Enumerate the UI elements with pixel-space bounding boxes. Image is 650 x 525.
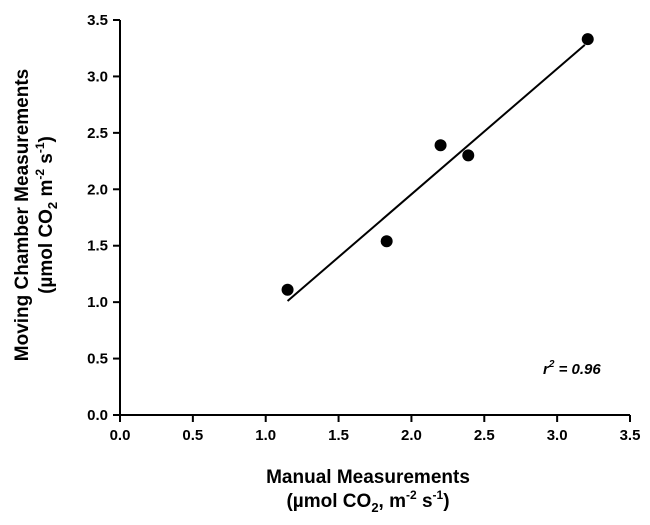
regression-line: [286, 44, 586, 302]
data-point: [380, 235, 393, 248]
y-tick-label: 1.0: [87, 294, 108, 311]
y-tick-label: 3.5: [87, 12, 108, 29]
y-tick-label: 2.0: [87, 181, 108, 198]
data-point: [281, 283, 294, 296]
y-tick-label: 1.5: [87, 238, 108, 255]
y-axis-title: Moving Chamber Measurements: [12, 69, 33, 361]
r-squared-annotation: r2 = 0.96: [543, 359, 601, 378]
regression-line-group: [286, 44, 586, 302]
data-point: [462, 149, 475, 162]
x-tick-label: 2.5: [474, 427, 495, 444]
x-tick-label: 2.0: [401, 427, 422, 444]
y-tick-label: 3.0: [87, 68, 108, 85]
data-points: [281, 33, 594, 296]
y-tick-labels: 0.0 0.5 1.0 1.5 2.0 2.5 3.0 3.5: [87, 12, 108, 424]
x-tick-label: 0.0: [110, 427, 131, 444]
x-tick-label: 3.0: [547, 427, 568, 444]
y-tick-label: 0.0: [87, 407, 108, 424]
y-tick-label: 2.5: [87, 125, 108, 142]
data-point: [581, 33, 594, 46]
y-axis-units: (µmol CO2 m-2 s-1): [33, 136, 60, 294]
y-axis-title-group: Moving Chamber Measurements: [12, 69, 33, 361]
x-tick-label: 1.0: [255, 427, 276, 444]
x-tick-labels: 0.0 0.5 1.0 1.5 2.0 2.5 3.0 3.5: [110, 427, 641, 444]
ticks: [113, 19, 631, 422]
y-axis-units-group: (µmol CO2 m-2 s-1): [33, 136, 60, 294]
x-axis-title: Manual Measurements: [266, 467, 470, 488]
data-point: [434, 139, 447, 152]
y-tick-label: 0.5: [87, 351, 108, 368]
axes: [119, 20, 630, 416]
x-tick-label: 1.5: [328, 427, 349, 444]
x-axis-units: (µmol CO2, m-2 s-1): [286, 488, 449, 515]
x-tick-label: 0.5: [182, 427, 203, 444]
x-tick-label: 3.5: [620, 427, 641, 444]
